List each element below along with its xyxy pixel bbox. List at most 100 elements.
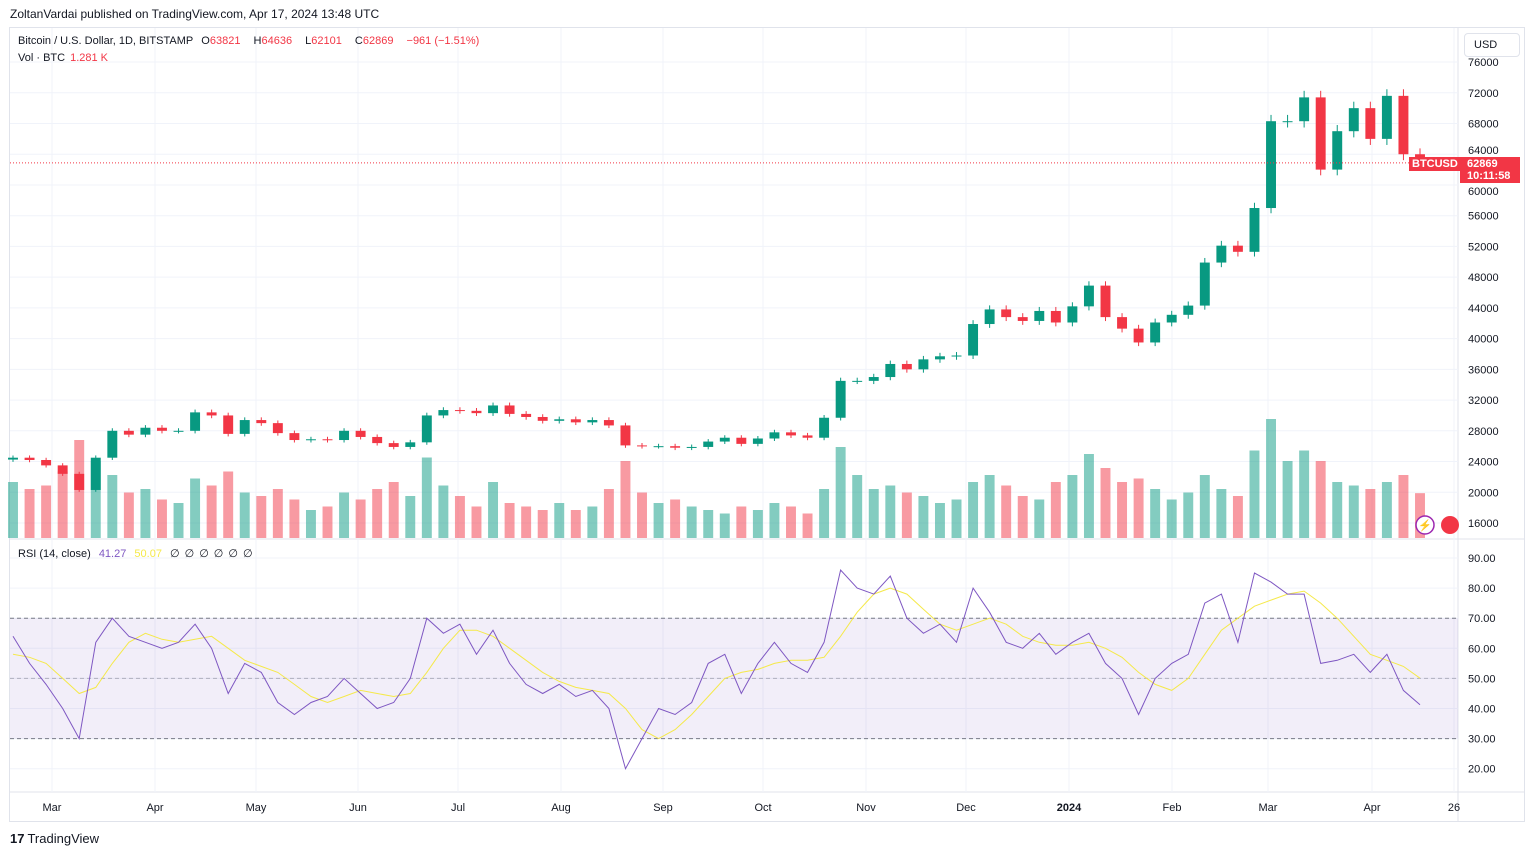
candle-body — [918, 359, 929, 370]
volume-bar — [885, 485, 896, 538]
rsi-tick-label: 60.00 — [1468, 643, 1496, 655]
price-tick-label: 68000 — [1468, 119, 1499, 131]
volume-bar — [8, 482, 18, 538]
volume-bar — [1034, 499, 1045, 538]
rsi-ma-value: 50.07 — [134, 548, 162, 560]
volume-bar — [984, 475, 995, 538]
volume-bar — [901, 492, 912, 538]
candle-body — [1266, 121, 1276, 209]
volume-bar — [223, 471, 234, 538]
candle-body — [1067, 306, 1078, 323]
rsi-legend: RSI (14, close) 41.27 50.07 ∅ ∅ ∅ ∅ ∅ ∅ — [18, 548, 253, 560]
volume-bar — [1100, 468, 1111, 538]
rsi-tick-label: 30.00 — [1468, 734, 1496, 746]
rsi-line — [12, 568, 1421, 771]
candle-body — [256, 420, 267, 424]
volume-bar — [272, 489, 283, 538]
candle-body — [173, 430, 184, 432]
volume-bar — [57, 471, 68, 538]
candle-body — [305, 439, 316, 441]
volume-bar — [537, 510, 548, 538]
price-tick-label: 20000 — [1468, 487, 1499, 499]
candle-body — [852, 380, 863, 382]
volume-value: 1.281 K — [70, 52, 108, 64]
candle-body — [570, 419, 581, 423]
lightning-icon — [1415, 515, 1435, 535]
candle-body — [272, 423, 283, 434]
time-tick-label: May — [246, 802, 267, 814]
volume-bar — [438, 485, 449, 538]
time-tick-label: Apr — [146, 802, 163, 814]
candle-body — [1001, 309, 1012, 318]
volume-legend: Vol · BTC 1.281 K — [18, 52, 108, 64]
volume-bar — [653, 503, 664, 538]
candle-body — [934, 356, 945, 360]
price-tick-label: 24000 — [1468, 457, 1499, 469]
symbol-legend: Bitcoin / U.S. Dollar, 1D, BITSTAMP O638… — [18, 35, 480, 47]
volume-bar — [769, 503, 780, 538]
volume-bar — [670, 499, 681, 538]
candle-body — [190, 412, 201, 431]
candle-body — [90, 457, 101, 490]
time-tick-label: Mar — [1259, 802, 1278, 814]
volume-bar — [968, 482, 979, 538]
candle-body — [1398, 95, 1409, 155]
volume-bar — [521, 506, 532, 538]
volume-bar — [868, 489, 879, 538]
volume-bar — [1183, 492, 1194, 538]
volume-bar — [107, 475, 118, 538]
rsi-tick-label: 70.00 — [1468, 613, 1496, 625]
time-tick-label: Nov — [856, 802, 876, 814]
volume-bar — [173, 503, 184, 538]
low-value: 62101 — [311, 35, 342, 47]
volume-bar — [918, 496, 929, 538]
open-value: 63821 — [209, 35, 241, 47]
candle-body — [587, 420, 598, 423]
volume-bar — [24, 489, 35, 538]
lightning-icon-glyph: ⚡ — [1418, 519, 1432, 532]
volume-bar — [339, 492, 350, 538]
time-tick-label: 26 — [1448, 802, 1460, 814]
volume-bar — [421, 457, 432, 538]
candle-body — [835, 380, 846, 418]
volume-bar — [1381, 482, 1392, 538]
candle-body — [372, 436, 383, 444]
currency-button[interactable]: USD — [1464, 33, 1520, 57]
rsi-tick-label: 50.00 — [1468, 673, 1496, 685]
rsi-ma-line — [12, 587, 1421, 740]
volume-bar — [1348, 485, 1359, 538]
symbol-price-tag: BTCUSD — [1409, 157, 1461, 171]
volume-bar — [819, 489, 830, 538]
volume-bar — [686, 506, 697, 538]
chart-frame[interactable] — [9, 27, 1525, 822]
price-tick-label: 40000 — [1468, 334, 1499, 346]
candle-body — [289, 433, 300, 441]
close-value: 62869 — [362, 35, 394, 47]
tradingview-logo[interactable]: 17 TradingView — [10, 831, 100, 846]
volume-bar — [206, 485, 217, 538]
rsi-tick-label: 90.00 — [1468, 553, 1496, 565]
volume-bar — [239, 492, 250, 538]
price-tick-label: 64000 — [1468, 145, 1499, 157]
candle-body — [554, 419, 565, 421]
candle-body — [819, 417, 830, 438]
time-tick-label: Oct — [754, 802, 771, 814]
volume-bar — [504, 503, 515, 538]
volume-bar — [1232, 496, 1243, 538]
candle-body — [488, 405, 499, 414]
candle-body — [157, 427, 167, 431]
volume-bar — [1266, 419, 1276, 538]
candle-body — [769, 432, 780, 439]
candle-body — [1365, 108, 1376, 139]
volume-bar — [471, 506, 482, 538]
candle-body — [504, 405, 515, 414]
time-tick-label: Jul — [451, 802, 465, 814]
volume-bar — [1166, 499, 1177, 538]
volume-bar — [488, 482, 499, 538]
volume-bar — [1398, 475, 1409, 538]
price-tick-label: 28000 — [1468, 426, 1499, 438]
volume-bar — [570, 510, 581, 538]
candle-body — [786, 432, 796, 436]
price-tick-label: 56000 — [1468, 211, 1499, 223]
